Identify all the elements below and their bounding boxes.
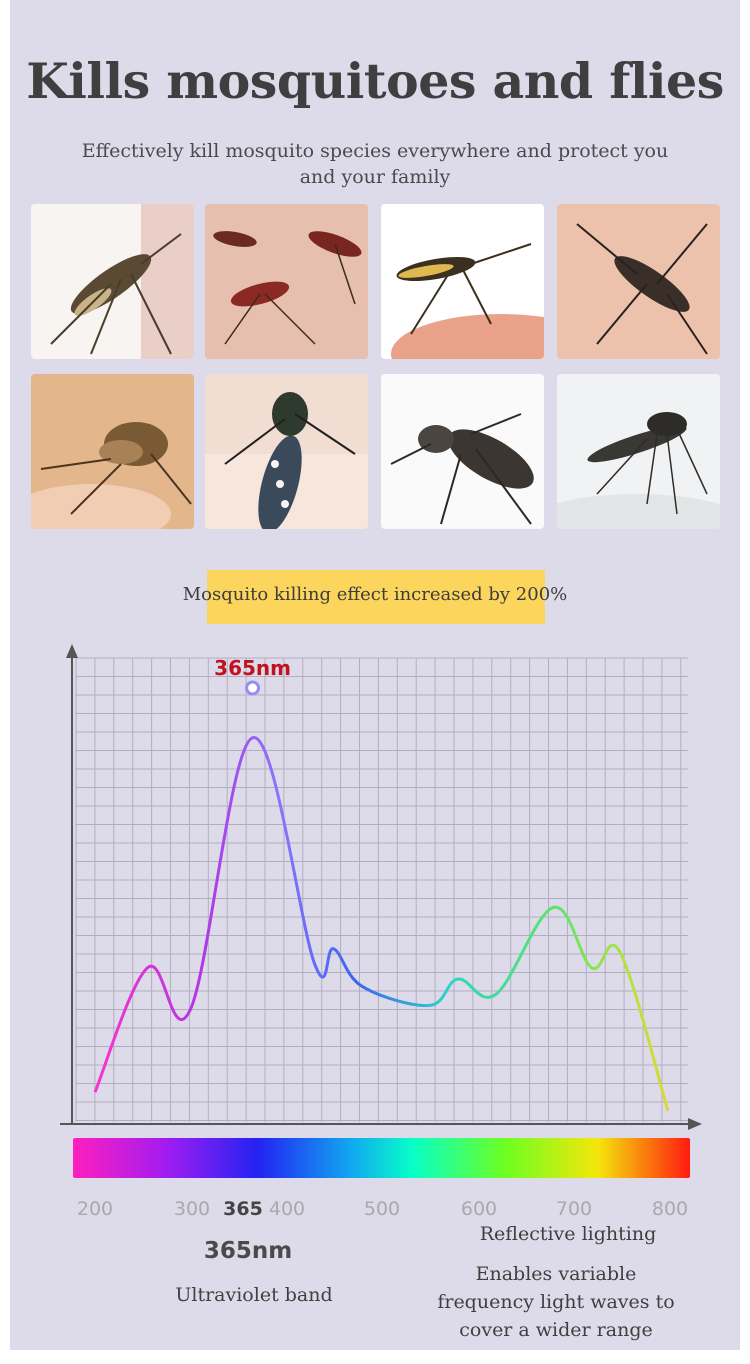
badge-highlight [207, 570, 545, 624]
right-caption: Enables variable frequency light waves t… [437, 1263, 675, 1341]
x-tick-label: 600 [460, 1198, 498, 1220]
mosquito-photo-5 [31, 374, 194, 529]
right-heading: Reflective lighting [479, 1223, 657, 1245]
spectrum-bar [73, 1138, 690, 1178]
spectrum-curve [93, 736, 670, 1112]
mosquito-photo-1 [31, 204, 194, 359]
x-tick-label: 200 [76, 1198, 114, 1220]
x-tick-label: 365 [223, 1198, 263, 1220]
x-tick-label: 500 [363, 1198, 401, 1220]
mosquito-photo-3 [381, 204, 544, 359]
left-heading: 365nm [203, 1238, 293, 1264]
chart-grid [75, 657, 688, 1122]
badge-text: Mosquito killing effect increased by 200… [182, 584, 568, 605]
mosquito-photo-4 [557, 204, 720, 359]
y-axis-arrow [66, 644, 78, 658]
x-tick-label: 800 [651, 1198, 689, 1220]
x-axis-arrow [688, 1118, 702, 1130]
page-subtitle: Effectively kill mosquito species everyw… [81, 140, 669, 188]
mosquito-photo-7 [381, 374, 544, 529]
x-tick-label: 300 [173, 1198, 211, 1220]
page-title: Kills mosquitoes and flies [26, 52, 724, 110]
left-caption: Ultraviolet band [175, 1284, 333, 1306]
peak-label: 365nm [214, 656, 291, 680]
x-tick-label: 400 [268, 1198, 306, 1220]
peak-marker [245, 680, 261, 696]
mosquito-photo-8 [557, 374, 720, 529]
x-tick-label: 700 [555, 1198, 593, 1220]
mosquito-photo-2 [205, 204, 368, 359]
mosquito-photo-6 [205, 374, 368, 529]
